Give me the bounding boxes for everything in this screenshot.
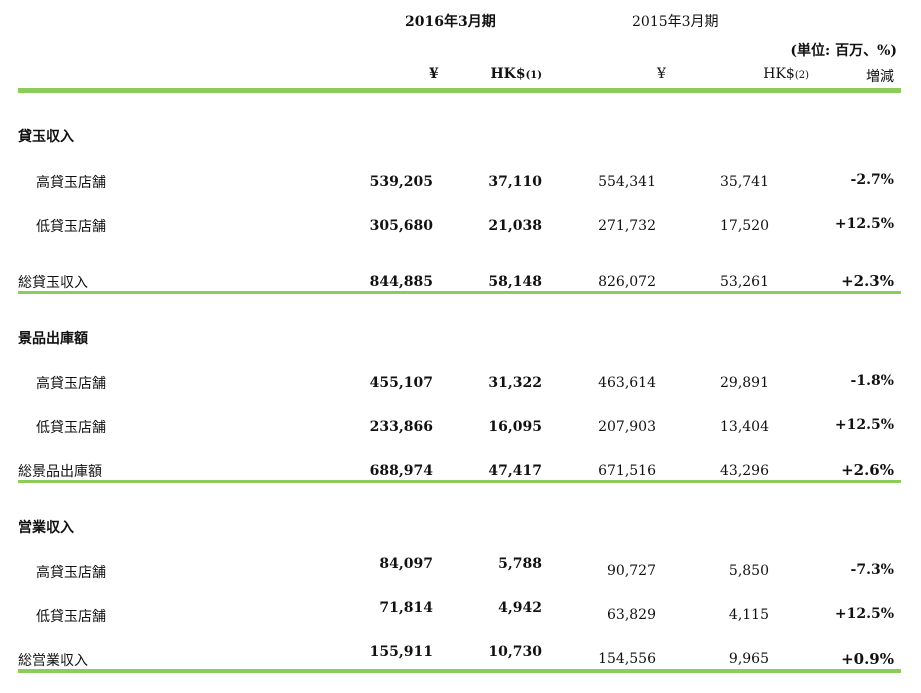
col-hkd-2015: HK$(2) [763,66,809,82]
total-rule [18,480,901,483]
cell-change: +12.5% [834,417,894,433]
cell-hkd-2015: 43,296 [720,463,769,479]
cell-yen-2015: 207,903 [598,419,656,435]
cell-change: -7.3% [850,562,894,578]
cell-hkd-2016: 31,322 [488,375,542,391]
col-yen-2015: ¥ [657,66,666,82]
total-label: 総景品出庫額 [18,464,102,480]
row-label: 高貸玉店舗 [36,376,106,392]
cell-yen-2016: 305,680 [369,218,433,234]
cell-yen-2016: 688,974 [369,463,433,479]
cell-yen-2016: 155,911 [369,644,433,660]
cell-change: +12.5% [834,216,894,232]
cell-hkd-2015: 4,115 [728,607,769,623]
cell-yen-2016: 455,107 [369,375,433,391]
cell-yen-2016: 233,866 [369,419,433,435]
footnote-marker: (1) [525,70,542,81]
cell-hkd-2016: 10,730 [488,644,542,660]
row-label: 高貸玉店舗 [36,565,106,581]
total-rule [18,669,901,673]
row-label: 低貸玉店舗 [36,609,106,625]
cell-change: +2.3% [841,272,894,290]
cell-change: +2.6% [841,461,894,479]
cell-yen-2015: 271,732 [598,218,656,234]
cell-hkd-2015: 9,965 [728,651,769,667]
row-label: 低貸玉店舗 [36,219,106,235]
col-yen-2016: ¥ [429,66,439,82]
cell-hkd-2016: 5,788 [498,556,542,572]
cell-yen-2015: 154,556 [598,651,656,667]
cell-hkd-2016: 37,110 [488,174,542,190]
cell-yen-2015: 554,341 [598,174,656,190]
section-title: 景品出庫額 [18,331,88,347]
cell-yen-2015: 463,614 [598,375,656,391]
cell-yen-2015: 63,829 [607,607,656,623]
footnote-marker: (2) [794,70,809,81]
section-title: 営業収入 [18,520,74,536]
cell-hkd-2016: 16,095 [488,419,542,435]
unit-note: (単位: 百万、%) [790,43,897,59]
cell-hkd-2015: 53,261 [720,274,769,290]
cell-hkd-2016: 58,148 [488,274,542,290]
cell-change: +0.9% [841,650,894,668]
cell-yen-2016: 844,885 [369,274,433,290]
cell-hkd-2016: 4,942 [498,600,542,616]
total-label: 総貸玉収入 [18,275,88,291]
period-2016-heading: 2016年3月期 [405,14,496,30]
cell-yen-2015: 90,727 [607,563,656,579]
cell-change: -1.8% [850,373,894,389]
section-title: 貸玉収入 [18,129,74,145]
cell-change: +12.5% [834,606,894,622]
cell-yen-2016: 71,814 [379,600,433,616]
col-hkd-2016: HK$(1) [490,66,542,82]
col-change: 増減 [866,69,894,85]
cell-hkd-2015: 5,850 [728,563,769,579]
cell-change: -2.7% [850,172,894,188]
header-rule [18,88,901,93]
total-rule [18,291,901,294]
row-label: 高貸玉店舗 [36,175,106,191]
cell-yen-2015: 826,072 [598,274,656,290]
cell-yen-2015: 671,516 [598,463,656,479]
period-2015-heading: 2015年3月期 [632,14,719,30]
row-label: 低貸玉店舗 [36,420,106,436]
total-label: 総営業収入 [18,653,88,669]
cell-yen-2016: 84,097 [379,556,433,572]
cell-hkd-2016: 47,417 [488,463,542,479]
cell-yen-2016: 539,205 [369,174,433,190]
cell-hkd-2015: 29,891 [720,375,769,391]
cell-hkd-2015: 17,520 [720,218,769,234]
cell-hkd-2015: 35,741 [720,174,769,190]
cell-hkd-2015: 13,404 [720,419,769,435]
cell-hkd-2016: 21,038 [488,218,542,234]
